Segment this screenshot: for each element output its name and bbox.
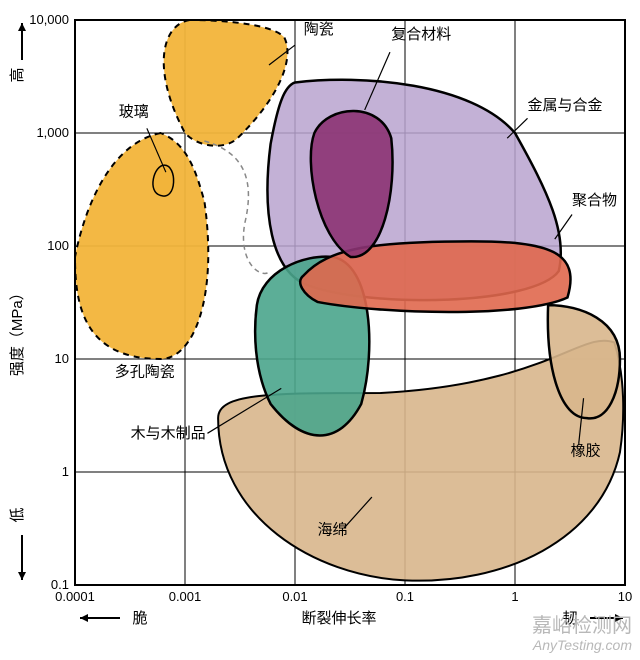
x-axis-label: 断裂伸长率	[301, 610, 376, 627]
label-foams: 海绵	[317, 521, 347, 538]
y-axis-label: 强度（MPa）	[9, 285, 26, 376]
label-porous-ceramics: 多孔陶瓷	[115, 364, 175, 381]
label-rubber: 橡胶	[571, 442, 601, 459]
y-tick: 10	[55, 351, 69, 366]
chart-svg: 多孔陶瓷陶瓷玻璃海绵橡胶金属与合金木与木制品聚合物复合材料0.00010.001…	[0, 0, 640, 660]
label-ceramics: 陶瓷	[304, 21, 334, 38]
y-tick: 0.1	[51, 577, 69, 592]
x-tick: 0.01	[282, 589, 307, 604]
label-wood: 木与木制品	[131, 425, 206, 442]
label-polymers: 聚合物	[572, 192, 617, 209]
watermark-line2: AnyTesting.com	[532, 637, 632, 653]
x-left-anchor: 脆	[132, 609, 147, 627]
y-tick: 10,000	[29, 12, 69, 27]
label-composites: 复合材料	[391, 25, 451, 43]
y-high-anchor: 高	[9, 67, 26, 82]
x-tick: 1	[511, 589, 518, 604]
y-tick: 100	[47, 238, 69, 253]
x-tick: 10	[618, 589, 632, 604]
watermark-line1: 嘉峪检测网	[532, 614, 632, 637]
region-polymers	[300, 241, 570, 312]
material-property-chart: 多孔陶瓷陶瓷玻璃海绵橡胶金属与合金木与木制品聚合物复合材料0.00010.001…	[0, 0, 640, 660]
x-tick: 0.1	[396, 589, 414, 604]
label-metals-alloys: 金属与合金	[528, 97, 603, 114]
y-tick: 1	[62, 464, 69, 479]
label-glass: 玻璃	[119, 103, 149, 120]
y-low-anchor: 低	[9, 507, 26, 522]
x-tick: 0.001	[169, 589, 202, 604]
y-tick: 1,000	[36, 125, 69, 140]
